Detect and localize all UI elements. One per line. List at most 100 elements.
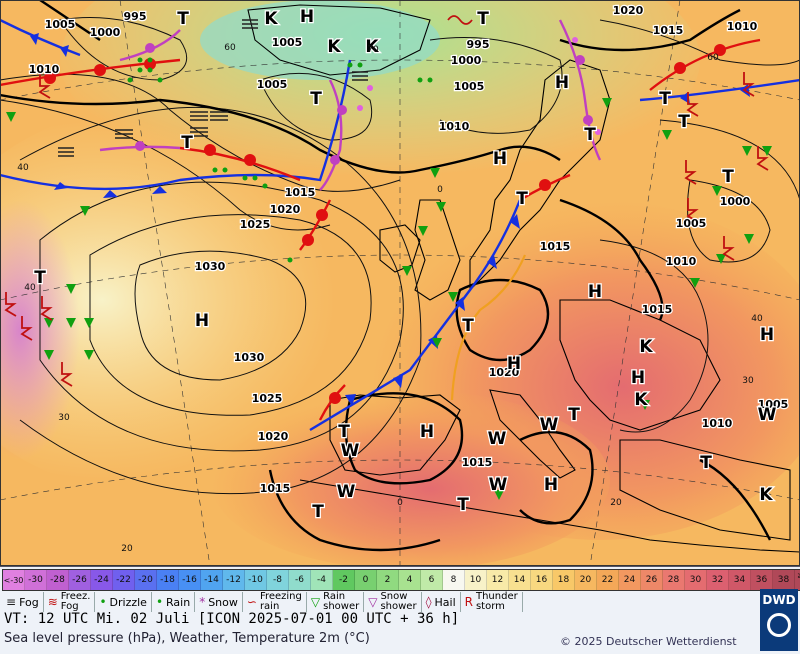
weather-symbol-icon: ▽ <box>310 595 321 609</box>
legend-symbol-item: ◊ Hail <box>422 592 461 612</box>
trough-lines <box>450 254 527 401</box>
low-pressure-center: T <box>584 125 596 145</box>
isobar-label: 1005 <box>676 217 707 230</box>
temp-zone-africa-hot <box>210 390 610 566</box>
scale-cell-end: ≥40°C <box>795 570 800 590</box>
legend-symbol-label: Rain <box>166 595 191 609</box>
scale-cell: 20 <box>575 570 597 590</box>
isobar-label: 995 <box>124 10 147 23</box>
high-pressure-center: H <box>760 325 774 345</box>
legend-symbol-label: Thunder <box>475 591 518 602</box>
pressure-labels: 1005100099510101005100599510001005101010… <box>27 3 789 497</box>
low-pressure-center: T <box>678 112 690 132</box>
isobar-label: 1000 <box>720 195 751 208</box>
legend-symbol-item: ≡ Fog <box>2 592 44 612</box>
graticule <box>0 0 800 566</box>
legend-symbol-item: ▽ Rain shower <box>307 592 365 612</box>
legend-symbol-label: Snow <box>208 595 238 609</box>
legend-symbol-label: Fog <box>19 595 39 609</box>
isotherm-label: 30 <box>58 413 70 423</box>
legend-symbol-label: Freezing <box>259 591 302 602</box>
weather-symbol-icon: ≡ <box>6 595 17 609</box>
isobar-label: 1000 <box>451 54 482 67</box>
legend-symbol-label: shower <box>323 601 360 612</box>
air-mass-marker: K <box>365 37 379 57</box>
high-pressure-center: H <box>544 475 558 495</box>
scale-cell: -26 <box>69 570 91 590</box>
valid-time: VT: 12 UTC Mi. 02 Juli [ICON 2025-07-01 … <box>4 611 460 627</box>
scale-cell: 4 <box>399 570 421 590</box>
legend-symbol-label: Snow <box>380 591 408 602</box>
legend-symbol-label: storm <box>475 601 505 612</box>
legend-symbol-label: Hail <box>434 595 456 609</box>
low-pressure-center: T <box>700 453 712 473</box>
cold-fronts <box>0 18 800 432</box>
temperature-scale: <-30 -30 -28 -26 -24 -22 -20 -18 -16 -14 -12 -10 -8-… <box>2 569 800 591</box>
high-pressure-center: H <box>588 282 602 302</box>
scale-cell: 12 <box>487 570 509 590</box>
isobar-label: 1025 <box>252 392 283 405</box>
map-description: Sea level pressure (hPa), Weather, Tempe… <box>4 631 370 646</box>
air-mass-marker: K <box>264 9 278 29</box>
low-pressure-center: T <box>462 316 474 336</box>
scale-cell: 30 <box>685 570 707 590</box>
legend-symbol-item: ≋ Freez. Fog <box>44 592 96 612</box>
legend-symbol-item: • Drizzle <box>95 592 152 612</box>
legend-symbol-item: * Snow <box>195 592 243 612</box>
isotherm-label: 40 <box>17 163 29 173</box>
weather-symbol-icon: ▽ <box>368 595 378 609</box>
isotherm-label: 40 <box>24 283 36 293</box>
high-pressure-center: H <box>507 354 521 374</box>
isobar-label: 1020 <box>270 203 301 216</box>
dwd-logo-text: DWD <box>762 593 796 607</box>
isobar-label: 1030 <box>195 260 226 273</box>
high-pressure-center: H <box>420 422 434 442</box>
air-mass-marker: W <box>540 415 559 435</box>
legend-symbol-item: • Rain <box>152 592 196 612</box>
legend-symbol-label: Drizzle <box>109 595 147 609</box>
isobars <box>0 17 800 495</box>
low-pressure-center: T <box>310 89 322 109</box>
legend-symbol-label: Freez. <box>60 591 91 602</box>
high-pressure-center: H <box>631 368 645 388</box>
isobar-label: 1010 <box>29 63 60 76</box>
copyright: © 2025 Deutscher Wetterdienst <box>560 635 737 648</box>
weather-map: 1005100099510101005100599510001005101010… <box>0 0 800 566</box>
scale-cell: 14 <box>509 570 531 590</box>
air-mass-marker: W <box>337 482 356 502</box>
air-mass-marker: W <box>758 405 777 425</box>
isotherm-label: 0 <box>437 185 443 195</box>
isobar-label: 1025 <box>240 218 271 231</box>
air-mass-marker: K <box>327 37 341 57</box>
isobar-label: 1020 <box>613 4 644 17</box>
scale-cell: 0 <box>355 570 377 590</box>
low-pressure-center: T <box>181 133 193 153</box>
low-pressure-center: T <box>568 405 580 425</box>
low-pressure-center: T <box>338 422 350 442</box>
scale-cell: -18 <box>157 570 179 590</box>
scale-cell: -4 <box>311 570 333 590</box>
dwd-logo: DWD <box>760 589 798 651</box>
scale-cell: 6 <box>421 570 443 590</box>
scale-cell: -2 <box>333 570 355 590</box>
isobar-label: 1005 <box>272 36 303 49</box>
bold-isobars <box>0 0 772 552</box>
weather-symbol-icon: • <box>155 595 164 609</box>
scale-cell: 18 <box>553 570 575 590</box>
low-pressure-center: T <box>312 502 324 522</box>
legend-symbol-label: rain <box>259 601 280 612</box>
scale-cell: -30 <box>25 570 47 590</box>
legend-panel: <-30 -30 -28 -26 -24 -22 -20 -18 -16 -14 -12 -10 -8-… <box>0 566 800 654</box>
scale-cell: 2 <box>377 570 399 590</box>
scale-cell: -6 <box>289 570 311 590</box>
weather-symbol-icon: ≋ <box>47 595 58 609</box>
weather-symbol-icon: ◊ <box>425 595 432 609</box>
isobar-label: 1005 <box>454 80 485 93</box>
weather-symbol-icon: • <box>99 595 107 609</box>
low-pressure-center: T <box>457 495 469 515</box>
legend-symbol-item: R Thunder storm <box>461 592 523 612</box>
scale-cell: 36 <box>751 570 773 590</box>
isobar-label: 1010 <box>666 255 697 268</box>
low-pressure-center: T <box>659 89 671 109</box>
